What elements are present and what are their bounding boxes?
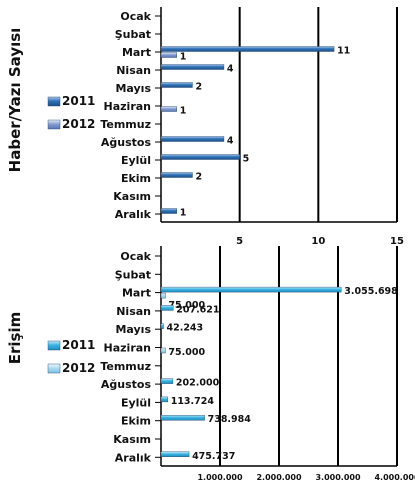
data-label: 1 [180,52,187,63]
bar [160,415,205,421]
legend-label: 2011 [62,338,95,352]
data-label: 4 [227,136,234,147]
bar [160,136,225,142]
data-label: 738.984 [208,414,252,425]
data-label: 1 [180,208,187,219]
category-label: Ocak [120,250,151,263]
legend-swatch [47,340,61,351]
category-label: Temmuz [100,118,151,131]
data-label: 3.055.698 [344,286,398,297]
category-label: Haziran [104,342,151,355]
data-label: 113.724 [171,396,215,407]
bar [160,154,240,160]
legend-swatch [47,119,61,130]
x-tick-label: 1.000.000 [197,473,242,482]
x-tick-label: 2.000.000 [256,473,301,482]
data-label: 2 [195,172,202,183]
category-label: Ağustos [101,136,152,149]
bar [160,106,177,112]
category-label: Eylül [121,396,151,409]
bar [160,347,166,354]
bar [160,208,177,214]
category-label: Mart [122,46,151,59]
category-label: Haziran [104,100,151,113]
bar [160,378,174,384]
data-label: 75.000 [168,347,205,358]
bar [160,64,225,70]
legend-label: 2012 [62,361,95,375]
data-label: 202.000 [176,378,220,389]
category-label: Ekim [121,415,151,428]
bar [160,292,166,299]
bar [160,46,335,52]
category-label: Eylül [121,154,151,167]
bar [160,396,168,403]
category-label: Şubat [115,28,151,41]
legend-label: 2011 [62,94,95,108]
data-label: 207.621 [176,304,219,315]
data-label: 2 [195,82,202,93]
bar [160,451,190,457]
category-label: Ekim [121,172,151,185]
category-label: Kasım [113,190,151,203]
category-label: Şubat [115,268,151,281]
bar [160,172,193,178]
data-label: 42.243 [166,323,203,334]
ylabel-bottom: Erişim [6,312,24,365]
data-label: 4 [227,64,234,75]
category-label: Nisan [116,305,151,318]
category-label: Ocak [120,10,151,23]
ylabel-top: Haber/Yazı Sayısı [6,28,24,173]
category-label: Aralık [115,208,152,221]
legend-swatch [47,96,61,107]
legend-label: 2012 [62,117,95,131]
x-tick-label: 3.000.000 [315,473,360,482]
data-label: 475.737 [192,451,235,462]
category-label: Aralık [115,451,152,464]
category-label: Nisan [116,64,151,77]
legend-swatch [47,363,61,374]
category-label: Temmuz [100,360,151,373]
bar [160,286,342,293]
data-label: 1 [180,106,187,117]
x-tick-label: 4.000.000 [374,473,415,482]
bar [160,323,164,329]
category-label: Mart [122,287,151,300]
category-label: Kasım [113,433,151,446]
bar [160,305,174,311]
x-tick-label: 15 [390,236,404,247]
x-tick-label: 10 [311,236,325,247]
category-label: Ağustos [101,378,152,391]
data-label: 5 [243,154,250,165]
bar [160,82,193,88]
data-label: 75.000 [168,300,205,311]
bar [160,52,177,58]
x-tick-label: 5 [236,236,243,247]
category-label: Mayıs [115,82,151,95]
category-label: Mayıs [115,323,151,336]
data-label: 11 [337,46,350,57]
